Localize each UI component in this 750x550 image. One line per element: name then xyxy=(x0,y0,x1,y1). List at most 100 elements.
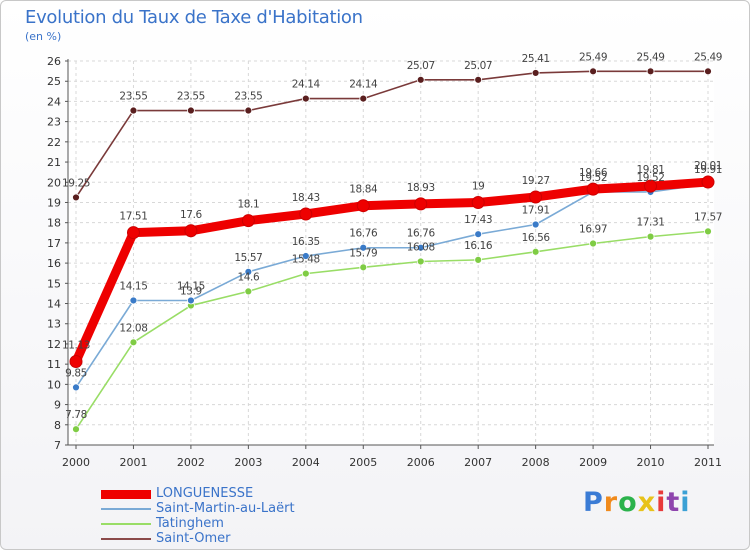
data-label: 17.57 xyxy=(694,211,722,223)
series-line-2 xyxy=(75,230,709,431)
data-label: 19.81 xyxy=(637,164,665,176)
data-point xyxy=(646,232,655,241)
logo-letter: r xyxy=(603,487,619,518)
data-label: 19.52 xyxy=(637,172,665,184)
data-label: 25.49 xyxy=(579,51,607,63)
data-point xyxy=(474,230,483,239)
x-tick-label: 2007 xyxy=(464,456,492,469)
data-point xyxy=(531,69,540,77)
x-tick-label: 2006 xyxy=(407,456,435,469)
data-label: 19 xyxy=(472,180,485,192)
y-tick-label: 17 xyxy=(47,237,61,250)
data-label: 18.84 xyxy=(349,184,378,196)
data-label: 15.79 xyxy=(349,247,377,259)
data-label: 25.41 xyxy=(522,53,550,65)
y-tick-label: 14 xyxy=(47,298,61,311)
data-label: 9.85 xyxy=(65,367,87,379)
data-label: 17.91 xyxy=(522,205,550,217)
data-point xyxy=(359,263,368,272)
legend-swatch xyxy=(101,523,151,525)
data-label: 15.57 xyxy=(234,252,262,264)
data-point xyxy=(589,67,597,76)
logo-letter: i xyxy=(680,487,691,518)
y-tick-label: 21 xyxy=(47,156,61,169)
x-tick-label: 2005 xyxy=(349,456,377,469)
data-label: 25.07 xyxy=(464,60,492,72)
data-point xyxy=(529,190,543,204)
data-label: 24.14 xyxy=(292,79,321,91)
data-point xyxy=(72,193,80,202)
data-label: 14.15 xyxy=(119,280,147,292)
legend-label: LONGUENESSE xyxy=(156,486,254,501)
y-tick-label: 25 xyxy=(47,75,61,88)
y-tick-label: 10 xyxy=(47,378,61,391)
legend-swatch xyxy=(101,489,151,499)
data-label: 19.66 xyxy=(579,167,608,179)
data-point xyxy=(416,243,425,252)
y-tick-label: 7 xyxy=(54,439,61,452)
data-point xyxy=(416,257,425,266)
data-label: 14.6 xyxy=(237,271,259,283)
data-point xyxy=(129,338,138,347)
logo-letter: x xyxy=(637,487,657,518)
data-point xyxy=(187,296,195,305)
y-tick-label: 8 xyxy=(54,419,61,432)
y-tick-label: 18 xyxy=(47,217,61,230)
data-point xyxy=(244,267,253,276)
logo-letter: t xyxy=(666,487,681,518)
data-label: 25.07 xyxy=(407,60,435,72)
y-tick-label: 23 xyxy=(47,116,61,129)
data-label: 23.55 xyxy=(119,91,147,103)
data-label: 19.27 xyxy=(522,175,550,187)
x-tick-label: 2002 xyxy=(177,456,205,469)
data-point xyxy=(356,199,370,213)
data-point xyxy=(646,67,655,76)
data-label: 12.08 xyxy=(119,322,147,334)
data-point xyxy=(474,255,483,264)
data-point xyxy=(299,207,313,221)
data-label: 20.01 xyxy=(694,160,722,172)
y-tick-label: 15 xyxy=(47,277,61,290)
data-point xyxy=(301,94,310,103)
data-label: 16.56 xyxy=(522,232,551,244)
data-point xyxy=(129,106,138,115)
data-label: 18.93 xyxy=(407,182,435,194)
data-point xyxy=(416,75,425,84)
data-point xyxy=(187,106,195,115)
data-label: 17.51 xyxy=(119,211,147,223)
x-tick-label: 2011 xyxy=(694,456,722,469)
data-point xyxy=(244,287,253,296)
data-point xyxy=(129,296,138,305)
x-tick-label: 2010 xyxy=(637,456,665,469)
data-point xyxy=(359,243,368,252)
x-tick-label: 2000 xyxy=(62,456,90,469)
y-tick-label: 9 xyxy=(54,399,61,412)
data-label: 16.97 xyxy=(579,224,607,236)
y-tick-label: 12 xyxy=(47,338,61,351)
chart-subtitle: (en %) xyxy=(25,30,62,43)
data-label: 17.43 xyxy=(464,214,492,226)
data-label: 23.55 xyxy=(177,91,205,103)
proxiti-logo: Proxiti xyxy=(583,487,691,518)
y-tick-label: 24 xyxy=(47,95,61,108)
data-label: 14.15 xyxy=(177,280,205,292)
data-label: 16.76 xyxy=(407,228,436,240)
x-tick-label: 2004 xyxy=(292,456,320,469)
data-point xyxy=(471,195,485,209)
data-label: 16.76 xyxy=(349,228,378,240)
data-point xyxy=(704,67,712,76)
data-label: 16.16 xyxy=(464,240,493,252)
data-label: 17.6 xyxy=(180,209,202,221)
data-point xyxy=(644,179,658,193)
legend-swatch xyxy=(101,508,151,510)
data-point xyxy=(72,425,80,434)
data-point xyxy=(359,94,368,103)
data-label: 11.13 xyxy=(62,340,90,352)
x-tick-label: 2003 xyxy=(234,456,262,469)
data-label: 25.49 xyxy=(637,51,665,63)
data-label: 7.78 xyxy=(65,409,87,421)
legend-label: Saint-Omer xyxy=(156,531,231,546)
data-point xyxy=(474,75,483,84)
